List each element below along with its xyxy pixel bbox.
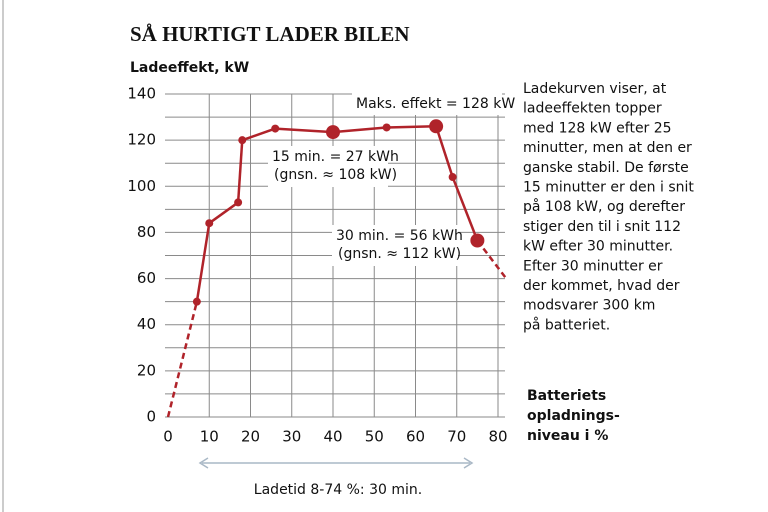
line-segment <box>451 176 479 241</box>
annotation-bg <box>332 225 458 266</box>
note-text: på batteriet. <box>523 316 610 333</box>
note-text: på 108 kW, og derefter <box>523 198 685 215</box>
note-text: minutter, men at den er <box>523 140 692 156</box>
note-text: 15 minutter er den i snit <box>523 180 694 196</box>
point <box>470 233 485 248</box>
y-tick-label: 60 <box>137 269 156 287</box>
annotation-bg <box>352 93 502 115</box>
y-tick-label: 0 <box>146 408 156 426</box>
note-text: stiger den til i snit 112 <box>523 219 681 235</box>
line-segment <box>195 223 211 302</box>
line-segment <box>434 125 454 178</box>
y-tick-label: 40 <box>137 315 156 333</box>
x-tick-label: 20 <box>241 428 260 446</box>
annotation: 15 min. = 27 kWh <box>272 149 399 165</box>
x-axis-label: opladnings- <box>527 408 620 424</box>
y-axis-label: Ladeeffekt, kW <box>130 60 249 76</box>
annotation: 30 min. = 56 kWh <box>336 228 463 244</box>
point <box>326 125 340 140</box>
y-tick-label: 80 <box>137 223 156 241</box>
x-tick-label: 80 <box>488 428 507 446</box>
line-segment <box>275 127 334 134</box>
x-tick-label: 40 <box>323 428 342 446</box>
note-text: Ladekurven viser, at <box>523 81 667 97</box>
point <box>448 173 457 182</box>
point <box>192 297 201 306</box>
point <box>271 124 280 133</box>
line-segment <box>208 201 239 225</box>
point <box>205 219 214 228</box>
span-arrow-heads <box>198 457 474 469</box>
note-text: ladeeffekten topper <box>523 101 662 117</box>
note-text: der kommet, hvad der <box>523 278 680 294</box>
x-axis-label: Batteriets <box>527 388 606 404</box>
line-segment <box>236 140 244 203</box>
line-segment <box>332 126 387 134</box>
annotation: (gnsn. ≈ 112 kW) <box>338 246 461 262</box>
annotation-bg <box>268 146 388 187</box>
note-text: kW efter 30 minutter. <box>523 239 673 255</box>
note-text: modsvarer 300 km <box>523 298 655 314</box>
line-segment <box>386 125 437 129</box>
span-label: Ladetid 8-74 %: 30 min. <box>254 482 422 498</box>
point <box>429 119 444 134</box>
line-segment <box>166 301 199 418</box>
x-tick-label: 10 <box>200 428 219 446</box>
note-text: ganske stabil. De første <box>523 160 689 176</box>
x-tick-label: 70 <box>447 428 466 446</box>
x-tick-label: 50 <box>365 428 384 446</box>
x-axis-label: niveau i % <box>527 428 608 444</box>
y-tick-label: 140 <box>127 85 156 103</box>
point <box>382 123 391 132</box>
line-segment <box>476 239 508 280</box>
x-tick-label: 60 <box>406 428 425 446</box>
line-segment <box>241 127 276 142</box>
x-tick-label: 30 <box>282 428 301 446</box>
annotation: (gnsn. ≈ 108 kW) <box>274 167 397 183</box>
y-tick-label: 120 <box>127 131 156 149</box>
y-tick-label: 100 <box>127 177 156 195</box>
point <box>234 198 243 207</box>
annotation: Maks. effekt = 128 kW <box>356 96 515 112</box>
y-tick-label: 20 <box>137 361 156 379</box>
note-text: med 128 kW efter 25 <box>523 120 672 136</box>
note-text: Efter 30 minutter er <box>523 258 663 274</box>
point <box>238 136 247 145</box>
chart-title: SÅ HURTIGT LADER BILEN <box>130 22 410 46</box>
x-tick-label: 0 <box>163 428 173 446</box>
